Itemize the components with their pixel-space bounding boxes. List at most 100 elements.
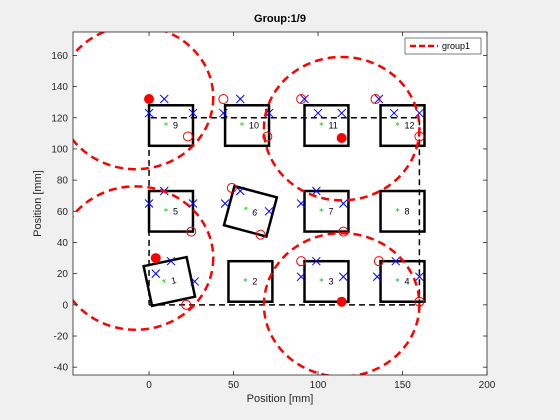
tile-label: 4 [405, 276, 410, 286]
tile-label: 11 [328, 121, 337, 131]
cross-stroke [159, 94, 169, 104]
cross-marker [415, 272, 424, 282]
cross-stroke [311, 186, 321, 196]
y-axis-label: Position [mm] [32, 170, 44, 237]
cross-marker [144, 199, 154, 208]
tile-8: * 8 [379, 189, 426, 233]
axes: 0 50 100 150 200 -40 -20 0 20 40 60 80 100 120 140 160 [51, 31, 496, 391]
tile-outline [142, 255, 197, 308]
cross-marker [188, 108, 198, 118]
tile-6: * 6 [222, 184, 279, 239]
plot-area: * 1 * 2 * 3 * 4* 5 * 6 * 7 * 8* 9 * 10 * 11 * 12 [73, 32, 426, 375]
cross-stroke [300, 94, 309, 104]
x-tick-label: 0 [146, 380, 152, 391]
cross-marker [151, 269, 161, 279]
legend: group1 [404, 37, 482, 55]
cross-stroke [235, 94, 245, 104]
cross-stroke [337, 108, 347, 118]
tile-star-icon: * [164, 122, 169, 132]
tile-7: * 7 [303, 189, 350, 233]
tile-star-icon: * [164, 207, 169, 217]
cross-marker [144, 108, 154, 118]
cross-stroke [190, 277, 200, 286]
tile-outline [379, 189, 426, 233]
y-tick-label: 100 [51, 144, 68, 155]
tile-12: * 12 [379, 104, 426, 148]
tile-star-icon: * [319, 207, 324, 217]
y-tick-label: 40 [57, 238, 69, 249]
cross-marker [391, 256, 401, 266]
tile-label: 7 [328, 206, 333, 216]
cross-stroke [339, 272, 348, 282]
cross-stroke [313, 108, 323, 118]
cross-marker [235, 94, 245, 104]
cross-stroke [296, 272, 306, 282]
cross-marker [159, 94, 169, 104]
cross-marker [166, 256, 176, 266]
filled-circle-marker [150, 253, 161, 264]
cross-marker [313, 108, 323, 118]
tile-star-icon: * [395, 207, 400, 217]
y-tick-label: 160 [51, 51, 68, 62]
cross-stroke [219, 108, 228, 118]
x-tick-label: 50 [228, 380, 240, 391]
y-tick-label: -20 [54, 332, 69, 343]
tile-10: * 10 [223, 104, 271, 148]
open-circle-marker [370, 94, 381, 105]
x-tick-label: 100 [310, 380, 327, 391]
cross-marker [300, 94, 309, 104]
y-tick-label: -40 [54, 363, 69, 374]
tile-2: * 2 [227, 259, 274, 303]
cross-stroke [188, 108, 198, 118]
cross-marker [296, 272, 306, 282]
y-tick-label: 80 [57, 176, 69, 187]
tile-label: 3 [328, 276, 333, 286]
y-tick-label: 20 [57, 269, 69, 280]
open-circle-marker [262, 131, 273, 142]
y-tick-label: 60 [57, 207, 69, 218]
tile-star-icon: * [243, 277, 248, 287]
open-circle-marker [226, 182, 237, 193]
tile-outline [223, 104, 271, 148]
cross-stroke [339, 199, 348, 208]
cross-marker [374, 94, 384, 104]
tile-outline [303, 259, 350, 303]
cross-stroke [391, 256, 401, 266]
cross-stroke [415, 272, 424, 282]
group-circle [73, 185, 215, 332]
cross-marker [296, 199, 306, 208]
cross-marker [220, 199, 230, 208]
tile-label: 10 [249, 121, 259, 131]
tile-label: 12 [405, 121, 415, 131]
cross-marker [190, 277, 200, 286]
cross-stroke [235, 186, 245, 196]
tile-star-icon: * [161, 278, 168, 289]
cross-stroke [220, 199, 230, 208]
open-circle-marker [373, 256, 384, 267]
cross-stroke [389, 108, 399, 118]
cross-stroke [415, 108, 424, 118]
tile-outline [303, 104, 350, 148]
tile-star-icon: * [395, 122, 400, 132]
filled-circle-marker [336, 296, 347, 307]
tile-3: * 3 [303, 259, 350, 303]
cross-marker [415, 108, 424, 118]
x-tick-label: 150 [394, 380, 411, 391]
open-circle-marker [296, 94, 307, 105]
cross-marker [339, 272, 348, 282]
tile-label: 5 [173, 206, 178, 216]
open-circle-marker [338, 226, 349, 237]
cross-marker [235, 186, 245, 196]
tile-label: 1 [170, 275, 177, 286]
open-circle-marker [182, 131, 193, 142]
tile-outline [222, 184, 279, 239]
group-circle [73, 32, 215, 171]
legend-label: group1 [442, 41, 470, 51]
tile-outline [147, 104, 195, 148]
tile-outline [303, 189, 350, 233]
axes-box [72, 31, 488, 376]
tile-star-icon: * [319, 277, 324, 287]
cross-marker [311, 256, 321, 266]
x-tick-label: 200 [479, 380, 496, 391]
